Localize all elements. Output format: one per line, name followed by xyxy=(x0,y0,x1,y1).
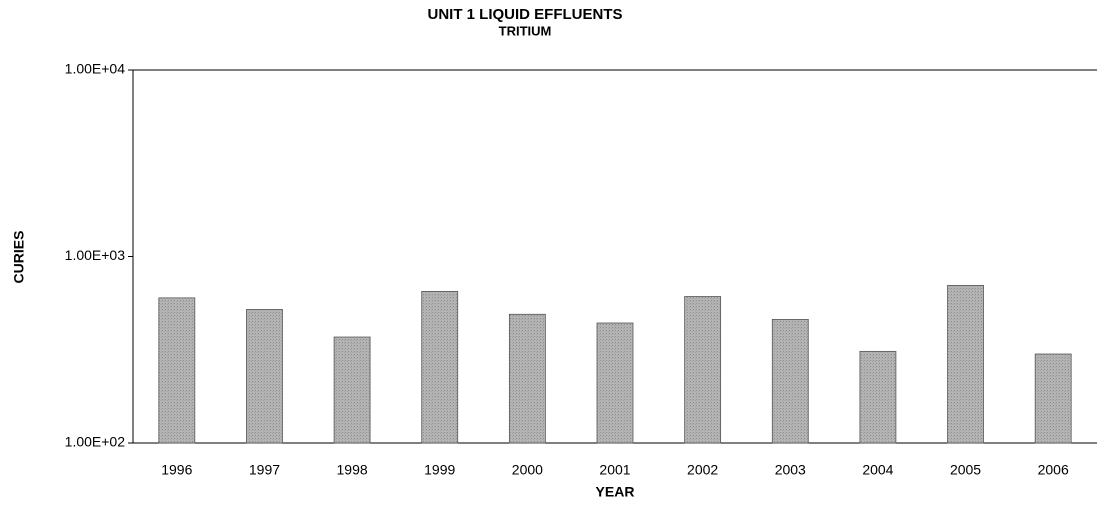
bar-texture xyxy=(772,319,809,443)
y-tick-label: 1.00E+04 xyxy=(65,61,126,77)
bar-texture xyxy=(158,297,195,443)
bar-texture xyxy=(947,285,984,443)
x-tick-label: 2003 xyxy=(775,462,806,478)
bar-texture xyxy=(509,314,546,443)
x-tick-label: 1996 xyxy=(161,462,192,478)
x-axis-label: YEAR xyxy=(596,484,635,500)
x-tick-label: 2006 xyxy=(1038,462,1069,478)
bar-texture xyxy=(597,322,633,443)
bar-texture xyxy=(859,351,896,443)
x-tick-label: 1998 xyxy=(337,462,368,478)
x-tick-label: 1999 xyxy=(424,462,455,478)
y-axis-label: CURIES xyxy=(11,231,27,284)
chart-subtitle: TRITIUM xyxy=(499,23,552,38)
bar-texture xyxy=(246,309,283,443)
chart-title: UNIT 1 LIQUID EFFLUENTS xyxy=(428,6,623,23)
x-tick-label: 1997 xyxy=(249,462,280,478)
x-tick-label: 2000 xyxy=(512,462,543,478)
x-tick-label: 2002 xyxy=(687,462,718,478)
x-tick-label: 2001 xyxy=(599,462,630,478)
y-tick-label: 1.00E+03 xyxy=(65,247,126,263)
y-tick-label: 1.00E+02 xyxy=(65,434,126,450)
x-tick-label: 2004 xyxy=(862,462,893,478)
x-tick-label: 2005 xyxy=(950,462,981,478)
bar-texture xyxy=(1035,354,1072,443)
bar-texture xyxy=(684,296,721,443)
bar-texture xyxy=(334,337,371,443)
bar-texture xyxy=(421,291,458,443)
